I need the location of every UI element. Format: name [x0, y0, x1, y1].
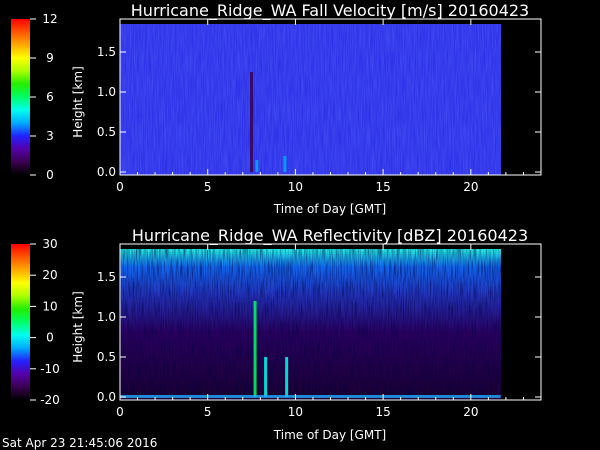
fall-velocity-xlabel: Time of Day [GMT] [273, 202, 386, 216]
x-tick-label: 0 [116, 405, 124, 419]
fall-velocity-colorbar-ticks: 0 3 6 9 12 [30, 12, 58, 182]
fall-velocity-axes: 0 5 10 15 20 0.0 0.5 1.0 1.5 [97, 19, 542, 194]
y-tick-label: 0.5 [97, 350, 116, 364]
feature-streak [250, 72, 254, 172]
reflectivity-plot-area [120, 249, 501, 400]
y-tick-label: 1.5 [97, 45, 116, 59]
x-tick-label: 20 [463, 405, 478, 419]
fall-velocity-features [250, 72, 287, 172]
feature-streak [283, 156, 287, 172]
colorbar-tick-label: 30 [42, 237, 57, 251]
reflectivity-xlabel: Time of Day [GMT] [273, 428, 386, 442]
footer-timestamp: Sat Apr 23 21:45:06 2016 [2, 436, 157, 450]
surface-echo [120, 395, 501, 398]
colorbar-tick-label: 10 [42, 299, 57, 313]
colorbar-tick-label: 3 [46, 129, 54, 143]
x-tick-label: 15 [375, 405, 390, 419]
feature-streak [285, 357, 289, 397]
fall-velocity-title: Hurricane_Ridge_WA Fall Velocity [m/s] 2… [131, 1, 529, 21]
x-tick-label: 20 [463, 180, 478, 194]
reflectivity-ylabel: Height [km] [71, 291, 85, 362]
x-tick-label: 0 [116, 180, 124, 194]
reflectivity-texture [120, 249, 501, 400]
y-tick-label: 1.0 [97, 310, 116, 324]
colorbar-tick-label: 6 [46, 90, 54, 104]
x-tick-label: 5 [204, 405, 212, 419]
reflectivity-title: Hurricane_Ridge_WA Reflectivity [dBZ] 20… [132, 226, 528, 246]
colorbar-tick-label: -20 [40, 393, 60, 407]
fall-velocity-panel: Hurricane_Ridge_WA Fall Velocity [m/s] 2… [11, 1, 542, 216]
colorbar-tick-label: 20 [42, 268, 57, 282]
y-tick-label: 1.0 [97, 85, 116, 99]
fall-velocity-ylabel: Height [km] [71, 66, 85, 137]
feature-streak [255, 160, 259, 172]
reflectivity-axes: 0 5 10 15 20 0.0 0.5 1.0 1.5 [97, 244, 542, 419]
colorbar-tick-label: 0 [46, 331, 54, 345]
x-tick-label: 10 [288, 180, 303, 194]
colorbar-tick-label: 12 [42, 12, 57, 26]
x-tick-label: 10 [288, 405, 303, 419]
fall-velocity-plot-area [120, 24, 501, 175]
reflectivity-panel: Hurricane_Ridge_WA Reflectivity [dBZ] 20… [11, 226, 542, 442]
feature-streak [253, 301, 257, 397]
colorbar-tick-label: 0 [46, 168, 54, 182]
reflectivity-features [120, 301, 501, 398]
colorbar-tick-label: 9 [46, 51, 54, 65]
fall-velocity-colorbar [11, 19, 30, 175]
reflectivity-colorbar [11, 244, 30, 400]
y-tick-label: 0.0 [97, 165, 116, 179]
x-tick-label: 5 [204, 180, 212, 194]
y-tick-label: 0.5 [97, 125, 116, 139]
x-tick-label: 15 [375, 180, 390, 194]
reflectivity-colorbar-ticks: -20 -10 0 10 20 30 [30, 237, 60, 407]
feature-streak [264, 357, 268, 397]
y-tick-label: 1.5 [97, 270, 116, 284]
fall-velocity-texture [120, 24, 501, 175]
y-tick-label: 0.0 [97, 390, 116, 404]
colorbar-tick-label: -10 [40, 362, 60, 376]
